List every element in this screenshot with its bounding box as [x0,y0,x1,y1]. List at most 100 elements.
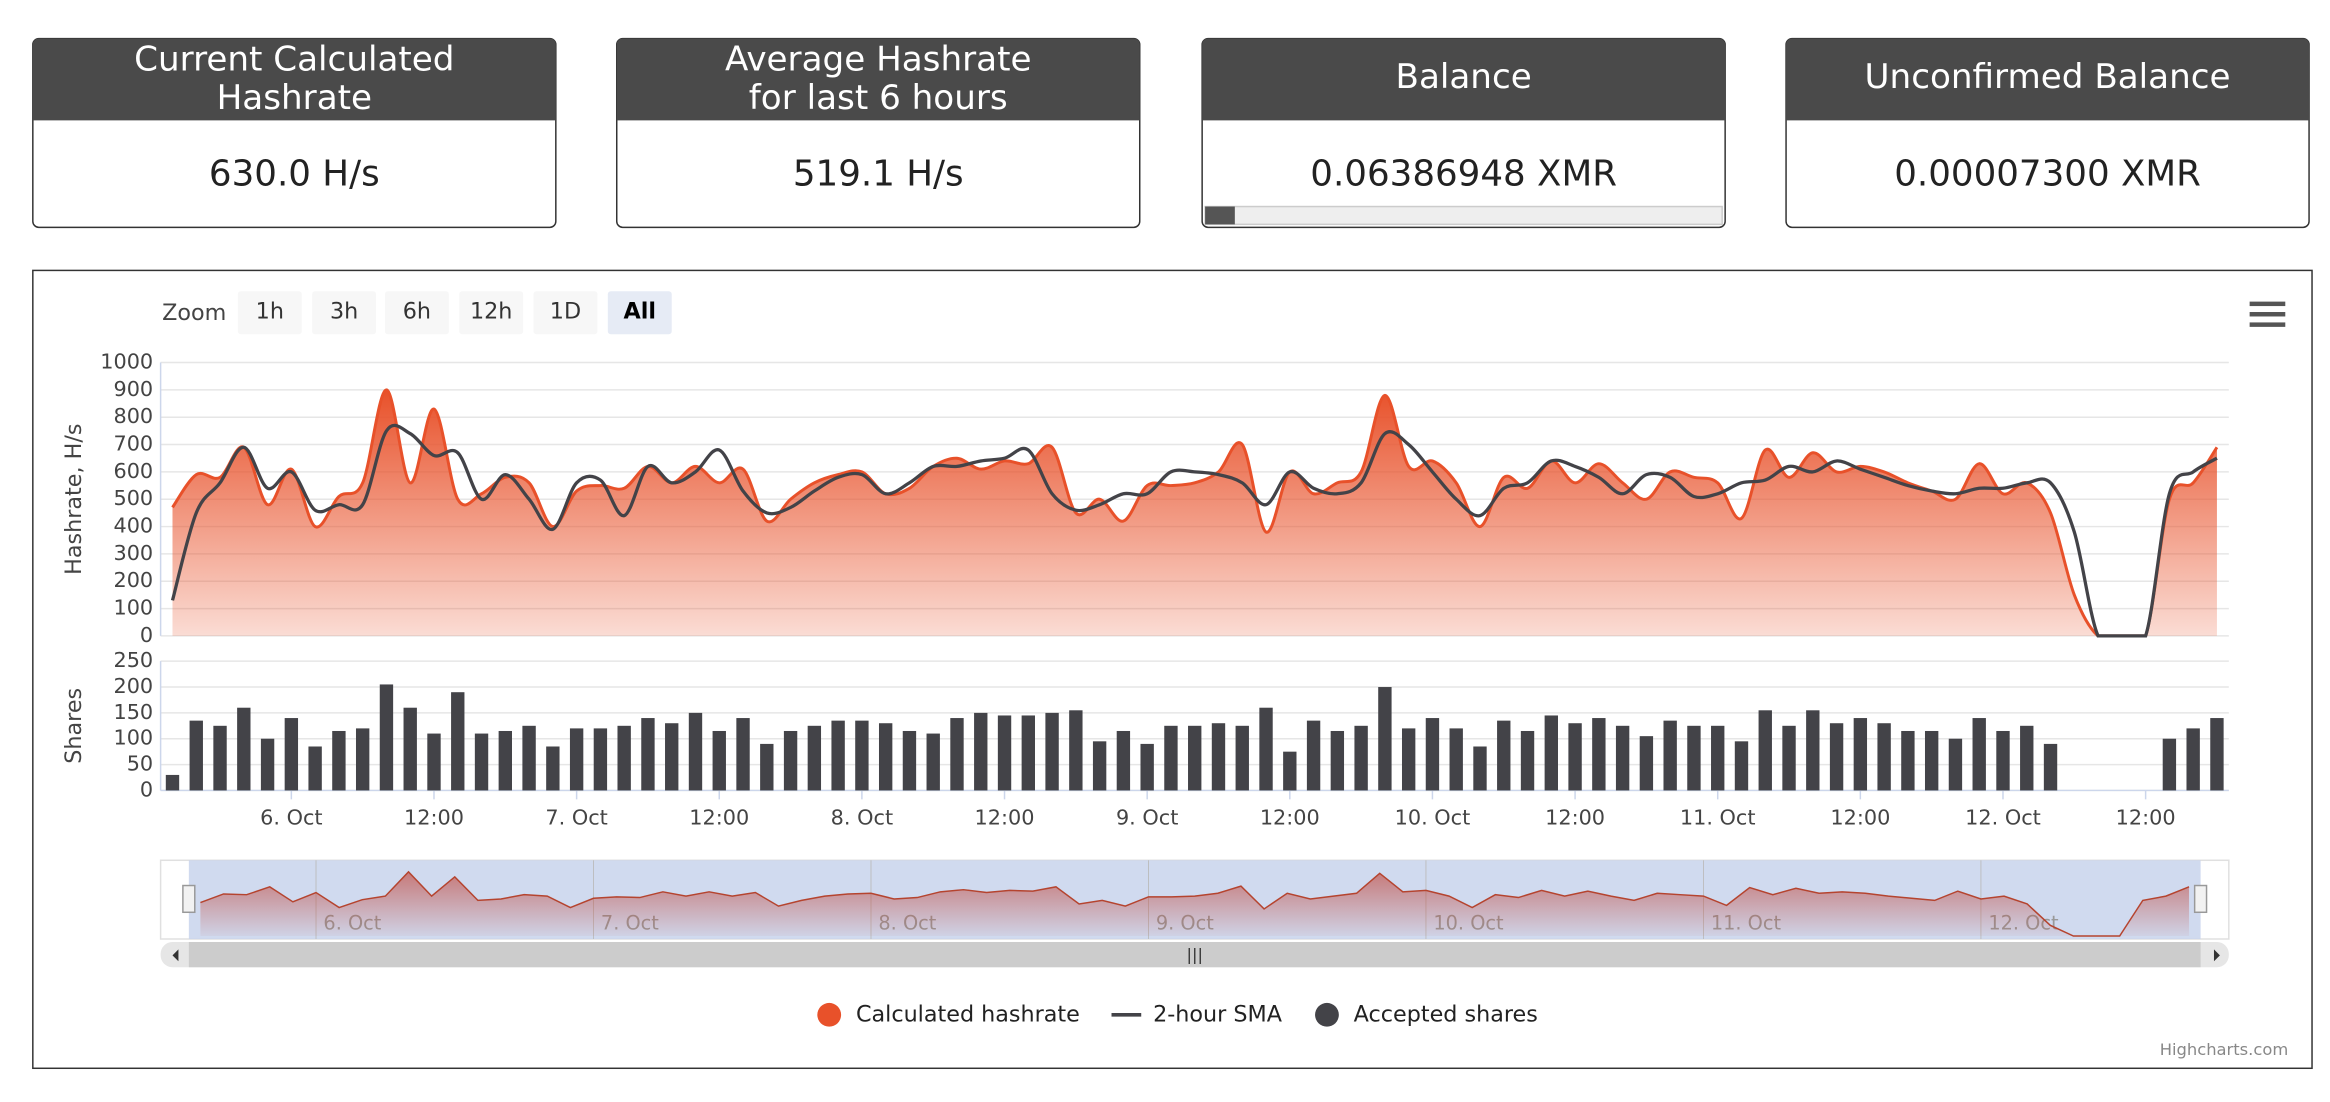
share-bar [1259,707,1273,791]
y2-tick-label: 50 [127,752,153,776]
card-title: Balance [1396,57,1532,97]
navigator-area [200,871,2190,937]
share-bar [1829,723,1844,791]
y2-tick-label: 100 [113,726,153,750]
share-bar [1663,720,1677,791]
share-bar [665,723,679,791]
card-value: 0.06386948 XMR [1310,153,1617,194]
share-bar [1615,725,1630,791]
x-tick-label: 10. Oct [1395,806,1471,830]
zoom-button-label[interactable]: 1D [550,299,581,325]
zoom-button[interactable] [533,291,598,335]
share-bar [403,707,417,791]
navigator-line [200,870,2190,937]
legend-symbol[interactable] [1315,1002,1339,1027]
y-tick-label: 500 [113,486,153,510]
share-bar [284,718,299,791]
card-header [1786,38,2310,121]
y2-tick-label: 150 [113,700,153,724]
x-tick-label: 12. Oct [1965,806,2041,830]
share-bar [926,733,940,791]
share-bar [2020,725,2034,791]
legend-label[interactable]: 2-hour SMA [1153,1001,1283,1027]
hashrate-area [172,389,2217,636]
y-tick-label: 0 [140,623,153,647]
legend-label[interactable]: Calculated hashrate [856,1001,1080,1027]
share-bar [1235,725,1249,791]
share-bar [498,730,512,791]
share-bar [1497,720,1511,791]
y-tick-label: 800 [113,404,153,428]
zoom-button-label[interactable]: All [624,299,657,325]
x-tick-label: 12:00 [975,806,1035,830]
scroll-left[interactable] [172,949,179,962]
share-bar [1568,723,1582,791]
share-bar [2162,738,2177,791]
share-bar [474,733,489,791]
legend-label[interactable]: Accepted shares [1354,1001,1538,1027]
share-bar [760,743,774,791]
share-bar [1211,723,1226,791]
zoom-button[interactable] [312,291,377,335]
share-bar [569,728,584,791]
y2-tick-label: 200 [113,674,153,698]
zoom-button-label[interactable]: 3h [330,299,358,325]
zoom-button[interactable] [459,291,524,335]
y-tick-label: 300 [113,541,153,565]
x-tick-label: 12:00 [2116,806,2176,830]
share-bar [1045,712,1059,791]
share-bar [1283,751,1297,791]
y2-tick-label: 0 [140,777,153,801]
share-bar [1639,736,1654,791]
share-bar [736,718,750,791]
share-bar [1330,730,1345,791]
zoom-button-label[interactable]: 12h [470,299,512,325]
share-bar [688,712,703,791]
scroll-right[interactable] [2213,949,2220,962]
legend-symbol[interactable] [817,1002,842,1027]
card-title: Unconfirmed Balance [1865,57,2231,97]
share-bar [1354,725,1368,791]
y-tick-label: 1000 [100,350,153,374]
x-tick-label: 9. Oct [1116,806,1178,830]
share-bar [593,728,608,791]
x-tick-label: 11. Oct [1680,806,1756,830]
navigator-handle[interactable] [182,884,196,914]
zoom-button[interactable] [607,291,672,335]
menu-button[interactable] [2249,301,2286,327]
share-bar [712,730,726,791]
share-bar [878,723,893,791]
y-tick-label: 700 [113,432,153,456]
share-bar [902,730,917,791]
share-bar [1544,715,1558,791]
share-bar [1758,710,1772,791]
share-bar [1449,728,1463,791]
scrollbar-thumb[interactable] [188,941,2201,968]
share-bar [522,725,536,791]
share-bar [1592,718,1606,791]
zoom-button[interactable] [237,291,302,335]
navigator-handle[interactable] [2193,884,2208,914]
progress-fill [1205,206,1235,225]
zoom-button-label[interactable]: 1h [256,299,284,325]
share-bar [165,774,180,791]
share-bar [355,728,370,791]
share-bar [2186,728,2200,791]
x-tick-label: 12:00 [689,806,749,830]
y-tick-label: 600 [113,459,153,483]
x-tick-label: 12:00 [1260,806,1320,830]
share-bar [950,718,964,791]
share-bar [831,720,845,791]
share-bar [1116,730,1131,791]
zoom-button-label[interactable]: 6h [403,299,431,325]
card-value: 630.0 H/s [209,153,380,194]
share-bar [855,720,869,791]
y-tick-label: 100 [113,596,153,620]
share-bar [1924,730,1939,791]
card-title: Average Hashrate [725,39,1032,79]
share-bar [641,718,655,791]
share-bar [1425,718,1440,791]
card-header [32,38,556,121]
zoom-button[interactable] [384,291,449,335]
share-bar [783,730,798,791]
